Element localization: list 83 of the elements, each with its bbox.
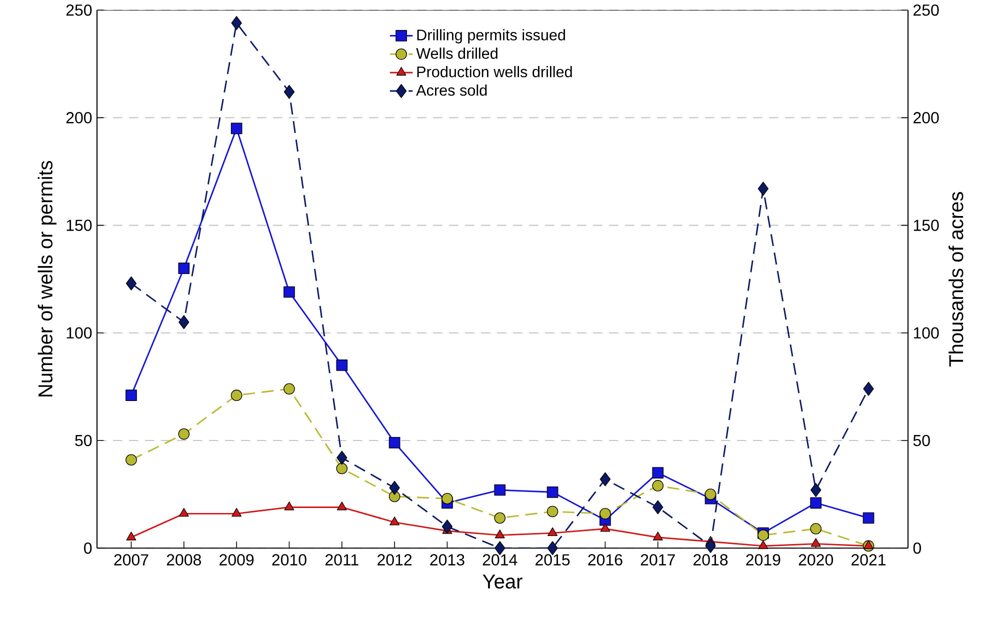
y2-axis-title: Thousands of acres (948, 192, 964, 366)
y-axis-title: Number of wells or permits (38, 160, 56, 396)
point (863, 382, 874, 396)
point (546, 486, 558, 498)
point (389, 480, 400, 495)
point (178, 428, 190, 440)
x-tick-label: 2012 (378, 554, 412, 566)
point (388, 436, 400, 448)
point (810, 482, 822, 497)
y-tick-label: 50 (75, 434, 92, 446)
point (810, 523, 822, 534)
point (126, 454, 137, 466)
point (864, 540, 874, 549)
y-tick-label: 100 (66, 327, 92, 339)
y-tick-label: 200 (66, 112, 92, 124)
point (126, 276, 137, 290)
x-tick-label: 2014 (482, 554, 518, 566)
point (178, 508, 189, 517)
point (810, 497, 822, 509)
point (652, 480, 664, 492)
point (652, 500, 664, 514)
x-tick-label: 2007 (114, 554, 148, 566)
legend-label: Drilling permits issued (417, 29, 565, 44)
y2-tick-label: 150 (914, 220, 939, 231)
point (652, 532, 663, 540)
x-axis-title: Year (482, 574, 522, 589)
point (230, 122, 242, 134)
point (704, 488, 716, 500)
y2-tick-label: 250 (914, 4, 939, 16)
point (336, 462, 348, 474)
y2-tick-label: 200 (914, 112, 939, 124)
x-tick-label: 2008 (166, 554, 201, 566)
x-tick-label: 2020 (798, 554, 834, 566)
y-tick-label: 150 (66, 220, 92, 231)
point (284, 502, 294, 510)
point (126, 390, 137, 401)
y-tick-label: 0 (84, 542, 92, 554)
y2-tick-label: 100 (914, 327, 939, 339)
point (810, 538, 821, 547)
x-tick-label: 2013 (430, 554, 464, 566)
y2-tick-label: 0 (913, 542, 921, 554)
point (758, 182, 769, 196)
legend-label: Production wells drilled (417, 66, 572, 78)
point (232, 508, 242, 517)
point (494, 484, 506, 496)
point (336, 502, 347, 510)
point (231, 16, 242, 30)
y-tick-label: 250 (66, 4, 92, 16)
point (442, 492, 453, 504)
point (494, 512, 506, 524)
point (705, 538, 716, 553)
x-tick-label: 2021 (852, 554, 886, 566)
point (390, 516, 400, 526)
point (652, 467, 664, 478)
x-tick-label: 2017 (640, 554, 675, 566)
point (862, 512, 874, 524)
x-tick-label: 2016 (588, 554, 622, 566)
legend-label: Acres sold (416, 84, 487, 96)
x-tick-label: 2019 (746, 554, 780, 566)
x-tick-label: 2018 (694, 554, 728, 566)
point (284, 84, 295, 99)
point (126, 532, 136, 540)
point (284, 286, 295, 298)
point (548, 527, 558, 536)
point (336, 450, 348, 465)
point (230, 390, 242, 401)
point (546, 506, 558, 518)
x-tick-label: 2011 (325, 554, 358, 566)
point (336, 359, 348, 371)
point (600, 472, 611, 486)
point (758, 540, 768, 549)
y2-tick-label: 50 (913, 434, 930, 446)
point (600, 523, 610, 532)
point (494, 529, 505, 538)
point (600, 508, 611, 520)
x-tick-label: 2015 (536, 554, 570, 566)
point (442, 520, 453, 534)
point (284, 383, 295, 394)
point (178, 262, 190, 274)
legend-label: Wells drilled (416, 48, 498, 59)
x-tick-label: 2009 (220, 554, 254, 566)
x-tick-label: 2010 (272, 554, 306, 566)
point (178, 315, 190, 330)
